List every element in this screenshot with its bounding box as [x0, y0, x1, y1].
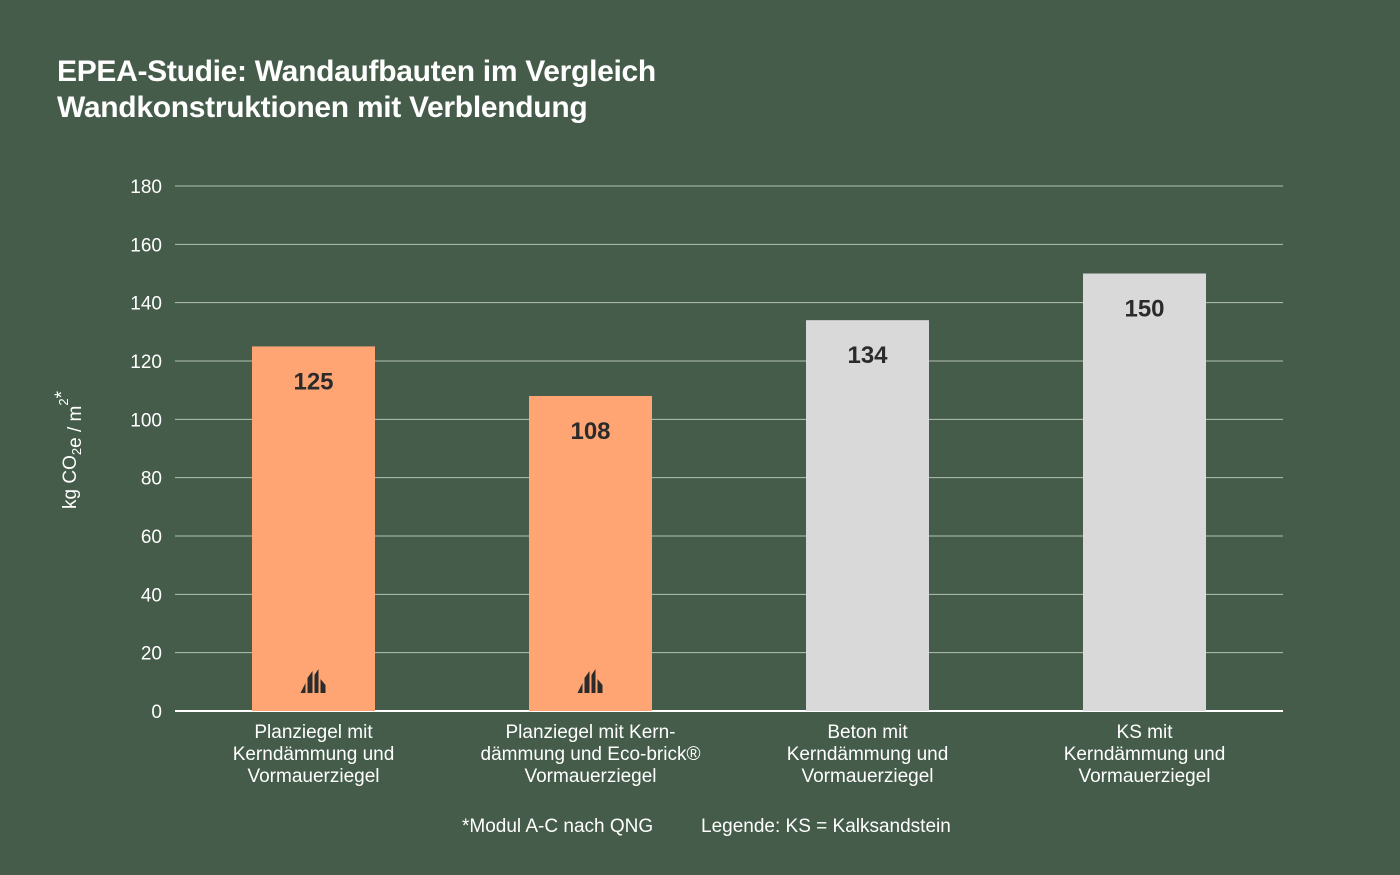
x-category-label: Planziegel mit Kern-dämmung und Eco-bric…	[480, 722, 701, 787]
bar-value-label: 108	[570, 418, 610, 445]
legend-note: Legende: KS = Kalksandstein	[701, 816, 951, 837]
brick-logo-icon	[577, 669, 603, 693]
footnote: *Modul A-C nach QNG	[462, 816, 654, 837]
y-tick-label: 100	[130, 410, 162, 431]
bar	[806, 320, 929, 711]
bar	[252, 346, 375, 711]
y-tick-label: 60	[141, 527, 162, 548]
bar-value-label: 134	[847, 342, 888, 369]
chart-title-block: EPEA-Studie: Wandaufbauten im Vergleich …	[57, 54, 656, 126]
x-category-label: Beton mit Kerndämmung und Vormauerziegel	[786, 722, 949, 787]
y-tick-label: 120	[130, 352, 162, 373]
bar	[529, 396, 652, 711]
y-tick-label: 20	[141, 644, 162, 665]
chart-subtitle: Wandkonstruktionen mit Verblendung	[57, 91, 588, 124]
x-category-label: KS mit Kerndämmung und Vormauerziegel	[1063, 722, 1226, 787]
x-category-label: Planziegel mit Kerndämmung und Vormauerzie…	[232, 722, 395, 787]
brick-logo-icon	[300, 669, 326, 693]
y-tick-label: 180	[130, 177, 162, 198]
y-tick-label: 80	[141, 469, 162, 490]
y-tick-label: 140	[130, 294, 162, 315]
footer: *Modul A-C nach QNG Legende: KS = Kalksa…	[0, 816, 1400, 840]
bar-value-label: 125	[293, 368, 333, 395]
bar-value-label: 150	[1124, 296, 1164, 323]
bar	[1083, 273, 1206, 711]
y-axis-label: kg CO2e / m2*	[52, 390, 86, 509]
y-tick-label: 160	[130, 235, 162, 256]
brand-icons	[300, 669, 603, 693]
bars	[252, 273, 1206, 711]
y-axis-ticks: 0 20 40 60 80 100 120 140 160 180	[130, 177, 162, 723]
chart-title: EPEA-Studie: Wandaufbauten im Vergleich	[57, 55, 656, 88]
value-labels: 125 108 134 150	[293, 296, 1164, 446]
y-tick-label: 40	[141, 585, 162, 606]
y-tick-label: 0	[151, 702, 162, 723]
